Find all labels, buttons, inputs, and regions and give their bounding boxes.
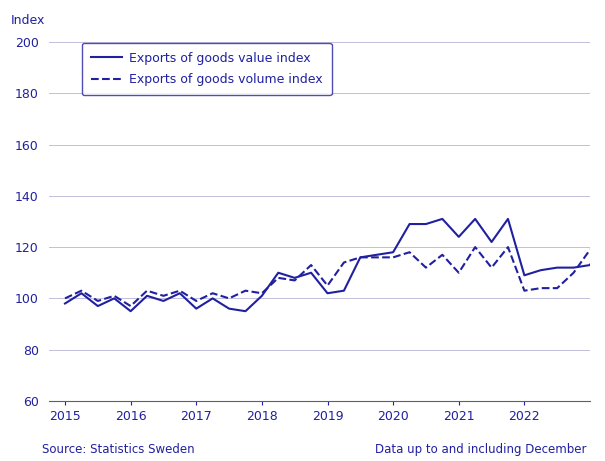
Exports of goods volume index bbox=[488, 265, 495, 271]
Exports of goods volume index bbox=[192, 298, 200, 304]
Text: Source: Statistics Sweden: Source: Statistics Sweden bbox=[42, 443, 195, 456]
Exports of goods value index bbox=[406, 221, 413, 227]
Exports of goods volume index bbox=[78, 288, 85, 294]
Text: Data up to and including December: Data up to and including December bbox=[375, 443, 587, 456]
Text: Index: Index bbox=[11, 14, 45, 27]
Exports of goods value index bbox=[324, 290, 331, 296]
Exports of goods value index bbox=[505, 216, 512, 222]
Exports of goods value index bbox=[209, 296, 217, 301]
Exports of goods volume index bbox=[143, 288, 151, 294]
Exports of goods value index bbox=[570, 265, 577, 271]
Exports of goods value index bbox=[160, 298, 167, 304]
Exports of goods volume index bbox=[209, 290, 217, 296]
Exports of goods volume index bbox=[160, 293, 167, 299]
Exports of goods value index bbox=[143, 293, 151, 299]
Exports of goods volume index bbox=[373, 254, 381, 260]
Line: Exports of goods volume index: Exports of goods volume index bbox=[65, 224, 605, 306]
Exports of goods value index bbox=[176, 290, 183, 296]
Exports of goods value index bbox=[127, 308, 134, 314]
Exports of goods volume index bbox=[570, 270, 577, 276]
Exports of goods volume index bbox=[439, 252, 446, 258]
Exports of goods volume index bbox=[307, 262, 315, 268]
Exports of goods value index bbox=[521, 272, 528, 278]
Exports of goods value index bbox=[61, 301, 68, 306]
Exports of goods volume index bbox=[505, 244, 512, 250]
Exports of goods volume index bbox=[94, 298, 102, 304]
Exports of goods volume index bbox=[521, 288, 528, 294]
Exports of goods value index bbox=[586, 262, 594, 268]
Exports of goods volume index bbox=[226, 296, 233, 301]
Exports of goods volume index bbox=[422, 265, 430, 271]
Exports of goods value index bbox=[242, 308, 249, 314]
Exports of goods volume index bbox=[111, 293, 118, 299]
Exports of goods value index bbox=[554, 265, 561, 271]
Exports of goods value index bbox=[390, 249, 397, 255]
Exports of goods volume index bbox=[471, 244, 479, 250]
Exports of goods volume index bbox=[390, 254, 397, 260]
Exports of goods value index bbox=[340, 288, 347, 294]
Exports of goods value index bbox=[422, 221, 430, 227]
Exports of goods volume index bbox=[242, 288, 249, 294]
Exports of goods volume index bbox=[406, 249, 413, 255]
Exports of goods volume index bbox=[554, 285, 561, 291]
Exports of goods volume index bbox=[291, 278, 298, 283]
Line: Exports of goods value index: Exports of goods value index bbox=[65, 93, 605, 311]
Exports of goods volume index bbox=[61, 296, 68, 301]
Exports of goods volume index bbox=[357, 254, 364, 260]
Exports of goods value index bbox=[488, 239, 495, 245]
Exports of goods value index bbox=[357, 254, 364, 260]
Exports of goods value index bbox=[111, 296, 118, 301]
Exports of goods value index bbox=[94, 303, 102, 309]
Exports of goods value index bbox=[603, 226, 605, 232]
Exports of goods value index bbox=[537, 267, 544, 273]
Exports of goods value index bbox=[192, 306, 200, 311]
Exports of goods volume index bbox=[586, 247, 594, 253]
Exports of goods value index bbox=[373, 252, 381, 258]
Exports of goods value index bbox=[258, 293, 266, 299]
Exports of goods volume index bbox=[275, 275, 282, 281]
Legend: Exports of goods value index, Exports of goods volume index: Exports of goods value index, Exports of… bbox=[82, 43, 332, 95]
Exports of goods volume index bbox=[340, 260, 347, 265]
Exports of goods volume index bbox=[324, 283, 331, 288]
Exports of goods value index bbox=[226, 306, 233, 311]
Exports of goods volume index bbox=[603, 239, 605, 245]
Exports of goods value index bbox=[455, 234, 462, 240]
Exports of goods value index bbox=[78, 290, 85, 296]
Exports of goods volume index bbox=[537, 285, 544, 291]
Exports of goods volume index bbox=[258, 290, 266, 296]
Exports of goods value index bbox=[291, 275, 298, 281]
Exports of goods value index bbox=[471, 216, 479, 222]
Exports of goods value index bbox=[275, 270, 282, 276]
Exports of goods volume index bbox=[127, 303, 134, 309]
Exports of goods value index bbox=[307, 270, 315, 276]
Exports of goods volume index bbox=[455, 270, 462, 276]
Exports of goods volume index bbox=[176, 288, 183, 294]
Exports of goods value index bbox=[439, 216, 446, 222]
